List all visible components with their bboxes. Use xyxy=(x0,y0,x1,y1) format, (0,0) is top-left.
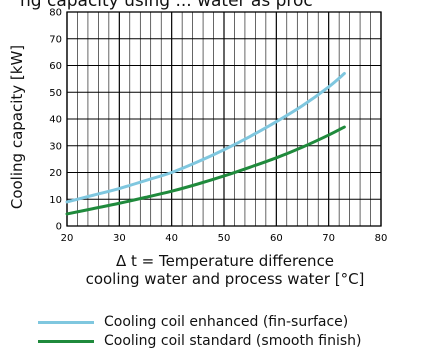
y-axis-label-box: Cooling capacity [kW] xyxy=(2,22,32,232)
x-tick-label: 80 xyxy=(375,233,388,244)
series-line-enhanced xyxy=(65,72,346,204)
y-tick-label: 30 xyxy=(49,141,62,152)
y-tick-label: 20 xyxy=(49,168,62,179)
legend-swatch-enhanced xyxy=(38,320,94,324)
y-tick-label: 70 xyxy=(49,34,62,45)
legend-label-standard: Cooling coil standard (smooth finish) xyxy=(104,333,362,349)
legend-label-enhanced: Cooling coil enhanced (fin-surface) xyxy=(104,314,349,330)
x-tick-label: 60 xyxy=(270,233,283,244)
y-tick-label: 40 xyxy=(49,115,62,126)
legend-swatch-standard xyxy=(38,339,94,343)
y-tick-label: 50 xyxy=(49,88,62,99)
x-tick-label: 70 xyxy=(322,233,335,244)
y-tick-label: 80 xyxy=(49,8,62,19)
series-lines xyxy=(65,72,346,216)
y-axis-label: Cooling capacity [kW] xyxy=(8,44,26,210)
y-tick-label: 60 xyxy=(49,61,62,72)
x-tick-label: 50 xyxy=(218,233,231,244)
chart-title: ng capacity using ... water as proc xyxy=(20,0,313,11)
grid-lines xyxy=(66,11,382,227)
legend-item-standard: Cooling coil standard (smooth finish) xyxy=(38,331,423,351)
y-tick-label: 0 xyxy=(56,222,62,233)
tick-labels: 20 30 40 50 60 70 80 0 10 20 30 40 50 60 70 80 xyxy=(49,8,387,245)
legend-item-enhanced: Cooling coil enhanced (fin-surface) xyxy=(38,312,423,332)
series-line-standard xyxy=(65,125,346,216)
x-tick-label: 30 xyxy=(113,233,126,244)
x-tick-label: 40 xyxy=(165,233,178,244)
x-axis-label-line-1: Δ t = Temperature difference xyxy=(115,252,335,270)
x-axis-label-line-2: cooling water and process water [°C] xyxy=(85,270,365,288)
x-tick-label: 20 xyxy=(61,233,74,244)
y-tick-label: 10 xyxy=(49,195,62,206)
